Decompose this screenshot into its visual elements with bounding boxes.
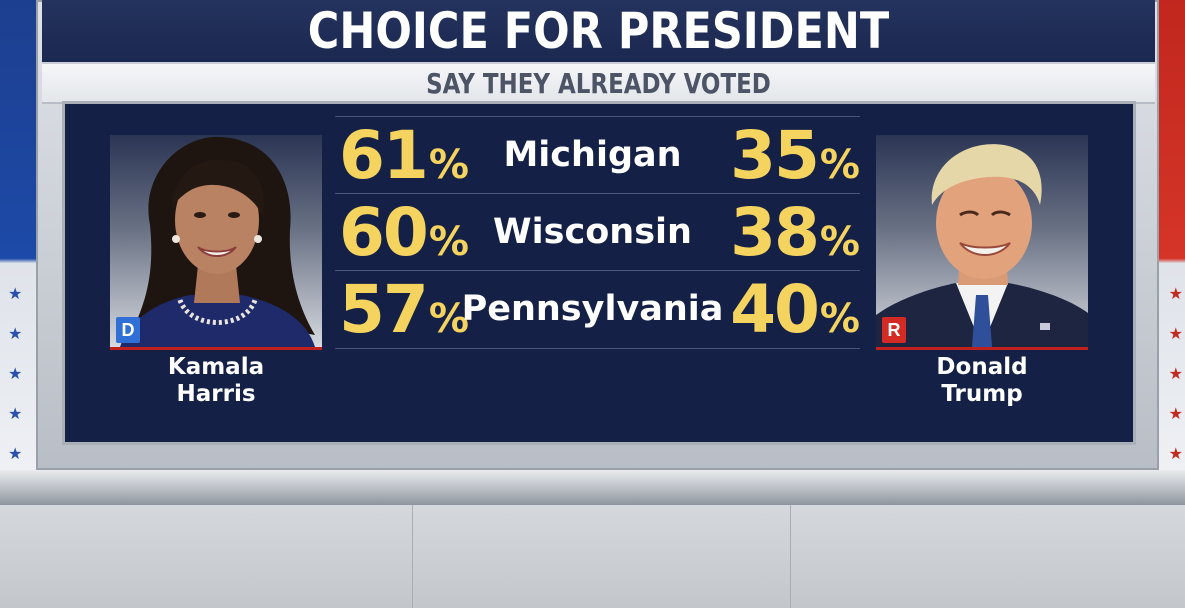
democrat-badge: D [116,317,140,343]
state-label: Wisconsin [493,212,692,252]
chart-title: CHOICE FOR PRESIDENT [307,2,890,60]
harris-percent: 61% [339,117,469,194]
harris-value: 60 [339,194,429,271]
trump-last-name: Trump [941,381,1023,407]
percent-sign: % [428,142,469,188]
floor-seam [412,505,413,608]
harris-value: 57 [339,271,429,348]
percent-sign: % [819,219,860,265]
percent-sign: % [428,296,469,342]
results-table: 61% Michigan 35% 60% Wisconsin 38% 57% P… [335,116,860,349]
star-icon: ★ [1168,404,1183,423]
star-icon: ★ [1168,444,1183,463]
harris-percent: 60% [339,194,469,271]
table-row: 60% Wisconsin 38% [335,193,860,271]
trump-name: Donald Trump [876,354,1088,408]
harris-value: 61 [339,117,429,194]
trump-photo: R [876,135,1088,350]
star-icon: ★ [1168,364,1183,383]
star-icon: ★ [1168,324,1183,343]
subtitle-bar: SAY THEY ALREADY VOTED [42,64,1155,104]
star-icon: ★ [1168,284,1183,303]
state-label: Pennsylvania [461,289,724,329]
table-row: 57% Pennsylvania 40% [335,270,860,349]
percent-sign: % [428,219,469,265]
trump-percent: 40% [730,271,860,348]
table-row: 61% Michigan 35% [335,116,860,194]
floor-seam [790,505,791,608]
trump-value: 40 [730,271,820,348]
stage-floor [0,505,1185,608]
star-icon: ★ [8,404,23,423]
right-side-panel: ★ ★ ★ ★ ★ [1159,0,1185,470]
star-icon: ★ [8,284,23,303]
chart-subtitle: SAY THEY ALREADY VOTED [426,67,771,100]
trump-first-name: Donald [936,354,1028,380]
star-icon: ★ [8,364,23,383]
star-icon: ★ [8,444,23,463]
stage-ledge [0,470,1185,505]
trump-percent: 38% [730,194,860,271]
percent-sign: % [819,142,860,188]
trump-value: 35 [730,117,820,194]
harris-first-name: Kamala [167,354,265,380]
left-side-panel: ★ ★ ★ ★ ★ [0,0,36,470]
star-icon: ★ [8,324,23,343]
state-label: Michigan [503,135,682,175]
harris-percent: 57% [339,271,469,348]
harris-photo: D [110,135,322,350]
harris-name: Kamala Harris [110,354,322,408]
percent-sign: % [819,296,860,342]
trump-value: 38 [730,194,820,271]
title-bar: CHOICE FOR PRESIDENT [42,0,1155,64]
harris-last-name: Harris [176,381,256,407]
trump-percent: 35% [730,117,860,194]
republican-badge: R [882,317,906,343]
